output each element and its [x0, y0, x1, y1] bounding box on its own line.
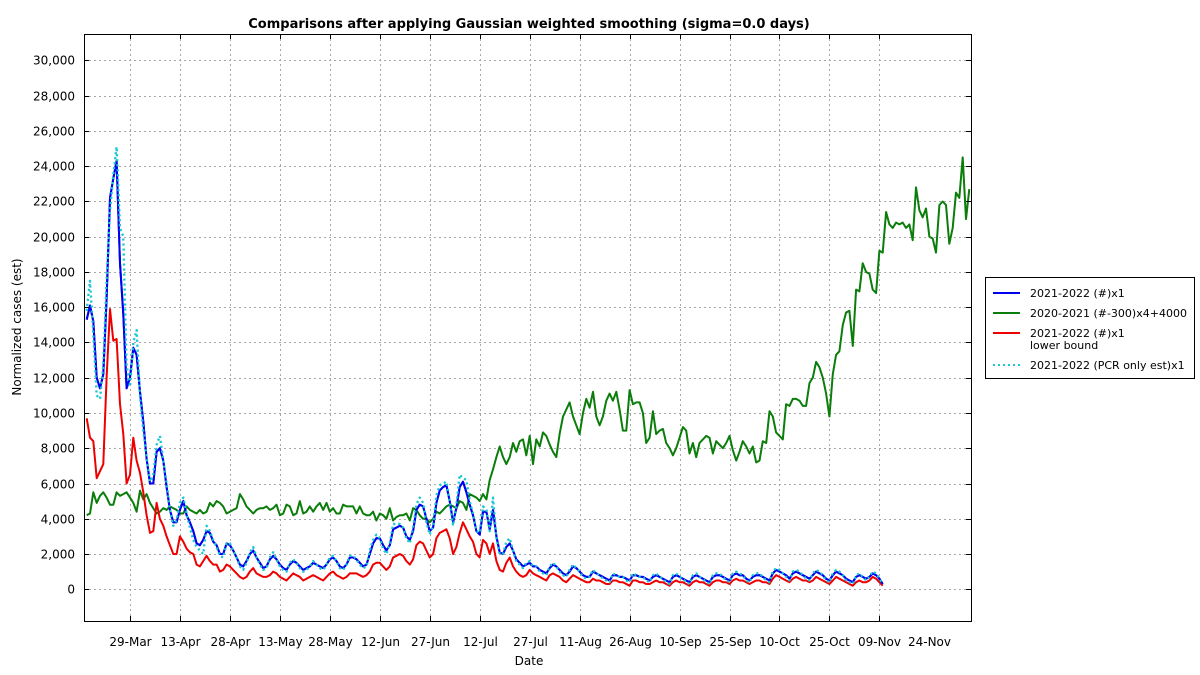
- y-tick-label: 18,000: [33, 266, 75, 280]
- x-tick-label: 10-Sep: [659, 635, 701, 649]
- x-tick-label: 13-Apr: [160, 635, 200, 649]
- grid-lines: [84, 34, 971, 621]
- y-tick-label: 24,000: [33, 160, 75, 174]
- x-tick-label: 11-Aug: [559, 635, 602, 649]
- series-line-0: [85, 159, 884, 585]
- y-tick-label: 0: [67, 583, 75, 597]
- legend-box: [985, 277, 1195, 379]
- y-tick-label: 30,000: [33, 54, 75, 68]
- y-tick-label: 16,000: [33, 301, 75, 315]
- y-tick-label: 20,000: [33, 231, 75, 245]
- x-tick-label: 25-Oct: [809, 635, 850, 649]
- series-lines: [85, 145, 971, 587]
- y-tick-label: 26,000: [33, 125, 75, 139]
- series-line-2: [85, 308, 884, 587]
- series-line-3: [85, 145, 884, 586]
- y-tick-label: 6,000: [41, 478, 75, 492]
- x-axis-label: Date: [515, 654, 544, 668]
- legend-label-0: 2021-2022 (#)x1: [1030, 287, 1125, 300]
- legend: 2021-2022 (#)x1 2020-2021 (#-300)x4+4000 2…: [985, 277, 1195, 379]
- legend-label-2: 2021-2022 (#)x1: [1030, 327, 1125, 340]
- x-tick-label: 13-May: [258, 635, 302, 649]
- x-tick-label: 12-Jun: [361, 635, 400, 649]
- legend-label-1: 2020-2021 (#-300)x4+4000: [1030, 307, 1187, 320]
- x-tick-label: 27-Jun: [411, 635, 450, 649]
- y-tick-label: 28,000: [33, 90, 75, 104]
- series-line-1: [86, 156, 971, 524]
- x-tick-label: 28-Apr: [210, 635, 250, 649]
- legend-label-3: 2021-2022 (PCR only est)x1: [1030, 359, 1185, 372]
- series-line-overlay-3: [85, 145, 884, 586]
- y-tick-label: 4,000: [41, 513, 75, 527]
- x-tick-label: 29-Mar: [109, 635, 151, 649]
- plot-frame: [84, 34, 972, 622]
- legend-label-2: lower bound: [1030, 339, 1098, 352]
- y-tick-label: 8,000: [41, 442, 75, 456]
- x-tick-label: 10-Oct: [759, 635, 800, 649]
- chart-title: Comparisons after applying Gaussian weig…: [248, 17, 810, 32]
- series-line-overlay-0: [85, 159, 884, 585]
- x-tick-label: 24-Nov: [908, 635, 951, 649]
- y-axis-label: Normalized cases (est): [10, 258, 24, 395]
- y-tick-label: 12,000: [33, 372, 75, 386]
- y-tick-label: 22,000: [33, 195, 75, 209]
- y-tick-label: 2,000: [41, 548, 75, 562]
- y-tick-label: 14,000: [33, 336, 75, 350]
- y-tick-label: 10,000: [33, 407, 75, 421]
- x-tick-label: 28-May: [308, 635, 352, 649]
- axis-ticks: 0 2,000 4,000 6,000 8,000 10,000 12,000 14,000 1…: [33, 34, 971, 649]
- x-tick-label: 26-Aug: [609, 635, 652, 649]
- x-tick-label: 27-Jul: [513, 635, 548, 649]
- x-tick-label: 09-Nov: [858, 635, 901, 649]
- x-tick-label: 12-Jul: [463, 635, 498, 649]
- x-tick-label: 25-Sep: [709, 635, 751, 649]
